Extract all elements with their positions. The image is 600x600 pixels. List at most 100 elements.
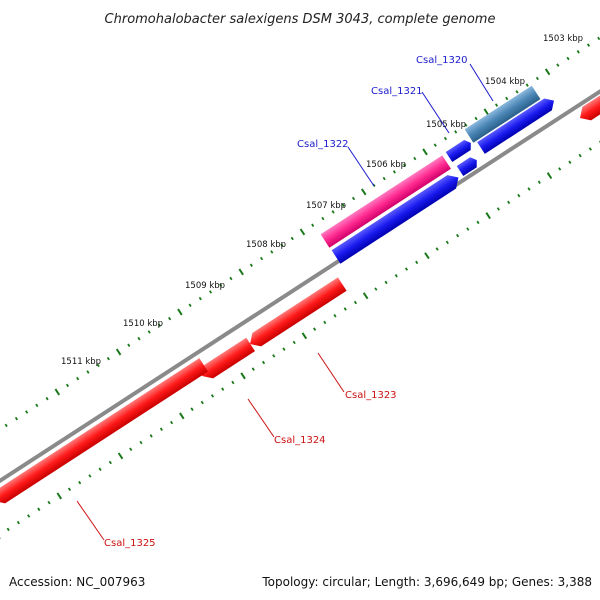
minor-tick [260, 256, 264, 261]
minor-tick [127, 343, 131, 347]
minor-tick [210, 394, 215, 398]
minor-tick [474, 116, 478, 121]
gene-csal-1324[interactable] [198, 337, 256, 383]
minor-tick [14, 416, 19, 421]
minor-tick [282, 347, 286, 351]
minor-tick [476, 220, 480, 225]
major-tick [483, 108, 490, 116]
minor-tick [272, 354, 276, 358]
map-title: Chromohalobacter salexigens DSM 3043, co… [105, 12, 496, 27]
major-tick [546, 172, 553, 180]
minor-tick [588, 147, 592, 151]
minor-tick [323, 320, 327, 325]
major-tick [117, 452, 124, 460]
minor-tick [16, 520, 20, 525]
gene-right-edge[interactable] [576, 78, 600, 125]
minor-tick [413, 156, 417, 161]
gene-label[interactable]: Csal_1325 [104, 538, 156, 549]
minor-tick [537, 180, 541, 184]
minor-tick [67, 487, 72, 491]
minor-tick [374, 287, 378, 291]
gene-csal-1321[interactable] [445, 138, 474, 163]
minor-tick [129, 447, 133, 452]
accession-text: Accession: NC_007963 [9, 575, 145, 589]
tick-label: 1507 kbp [306, 201, 346, 211]
minor-tick [200, 400, 204, 405]
minor-tick [65, 383, 70, 388]
minor-tick [578, 153, 582, 158]
major-tick [424, 252, 430, 260]
minor-tick [445, 240, 449, 245]
minor-tick [270, 250, 274, 254]
minor-tick [415, 260, 419, 265]
minor-tick [188, 303, 192, 307]
gene-csal-1322[interactable] [320, 155, 451, 248]
genome-backbone [0, 89, 600, 484]
minor-tick [321, 216, 325, 221]
gene-label[interactable]: Csal_1320 [416, 55, 468, 66]
major-tick [238, 268, 244, 276]
gene-csal-1321-small[interactable] [456, 155, 480, 177]
major-tick [422, 148, 428, 156]
minor-tick [221, 387, 225, 391]
minor-tick [170, 420, 174, 425]
tick-labels: 1503 kbp 1504 kbp 1505 kbp 1506 kbp 1507… [61, 34, 583, 367]
minor-tick [384, 280, 388, 285]
minor-tick [139, 440, 143, 445]
minor-tick [494, 103, 499, 107]
minor-tick [47, 500, 51, 505]
minor-tick [343, 307, 347, 311]
minor-tick [507, 200, 511, 205]
gene-label[interactable]: Csal_1321 [371, 86, 423, 97]
major-tick [301, 332, 308, 340]
gene-csal-1322-cds[interactable] [331, 171, 463, 264]
gene-label[interactable]: Csal_1323 [345, 390, 397, 401]
outer-tick-ring [4, 36, 600, 428]
tick-label: 1510 kbp [123, 319, 163, 329]
minor-tick [290, 236, 294, 241]
minor-tick [313, 327, 317, 331]
minor-tick [198, 296, 202, 301]
gene-csal-1325[interactable] [0, 358, 209, 508]
minor-tick [517, 193, 521, 198]
minor-tick [535, 76, 539, 81]
major-tick [54, 388, 61, 396]
minor-tick [96, 363, 100, 368]
minor-tick [229, 276, 233, 281]
minor-tick [208, 290, 213, 294]
minor-tick [525, 83, 529, 87]
minor-tick [37, 507, 41, 512]
minor-tick [527, 187, 531, 191]
gene-label[interactable]: Csal_1322 [297, 139, 349, 150]
minor-tick [251, 367, 255, 371]
minor-tick [311, 223, 315, 227]
minor-tick [404, 267, 409, 271]
genome-summary-text: Topology: circular; Length: 3,696,649 bp… [261, 575, 592, 589]
minor-tick [280, 243, 284, 247]
minor-tick [586, 43, 591, 47]
minor-tick [4, 423, 8, 428]
minor-tick [392, 170, 396, 174]
minor-tick [556, 63, 560, 67]
minor-tick [568, 160, 572, 164]
minor-tick [45, 396, 49, 401]
gene-csal-1320[interactable] [464, 85, 541, 143]
major-tick [485, 212, 491, 220]
minor-tick [351, 196, 356, 201]
major-tick [115, 348, 122, 356]
minor-tick [98, 467, 102, 471]
major-tick [299, 228, 306, 236]
minor-tick [147, 330, 151, 334]
gene-csal-1323[interactable] [246, 277, 347, 350]
minor-tick [558, 167, 562, 171]
minor-tick [249, 263, 253, 267]
major-tick [362, 292, 369, 300]
minor-tick [35, 403, 39, 408]
gene-labels: Csal_1320 Csal_1321 Csal_1322 Csal_1323 … [104, 55, 468, 549]
forward-strand [320, 85, 558, 264]
minor-tick [6, 527, 10, 532]
gene-label[interactable]: Csal_1324 [274, 435, 326, 446]
minor-tick [466, 227, 470, 231]
tick-label: 1506 kbp [366, 160, 406, 170]
gene-csal-1320-cds[interactable] [477, 95, 558, 154]
